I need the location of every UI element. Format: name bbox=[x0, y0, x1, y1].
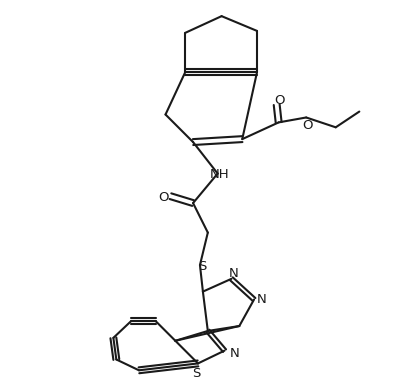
Text: N: N bbox=[229, 267, 238, 280]
Text: N: N bbox=[230, 347, 239, 360]
Text: NH: NH bbox=[210, 168, 229, 181]
Text: O: O bbox=[274, 94, 285, 107]
Text: O: O bbox=[158, 191, 169, 204]
Text: S: S bbox=[198, 259, 206, 272]
Text: O: O bbox=[302, 119, 312, 132]
Text: S: S bbox=[192, 367, 200, 380]
Text: N: N bbox=[257, 293, 267, 306]
